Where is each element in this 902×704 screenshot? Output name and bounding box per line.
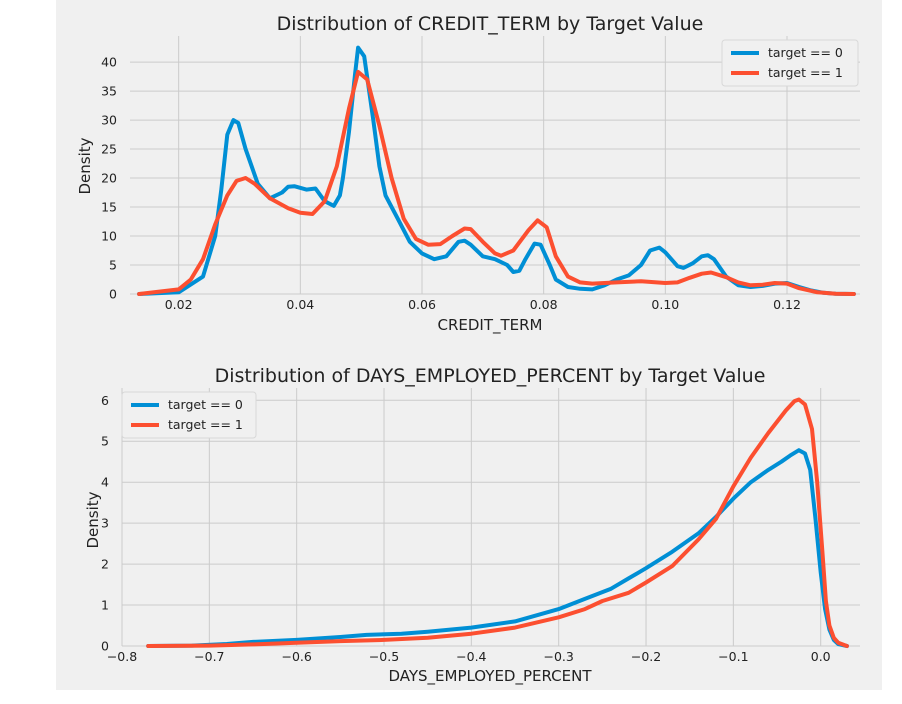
y-tick-label: 10 <box>101 229 117 244</box>
x-tick-label: 0.04 <box>286 297 314 312</box>
chart-credit-term: 0.02 0.04 0.06 0.08 0.10 0.12 0 5 10 15 20 25 30 35 4… <box>76 13 860 335</box>
x-tick-label: −0.1 <box>718 649 748 664</box>
legend-label-target-1: target == 1 <box>768 65 843 80</box>
y-tick-labels: 0 1 2 3 4 5 6 <box>101 393 109 654</box>
x-tick-label: 0.08 <box>530 297 558 312</box>
series-line-target-0 <box>137 45 856 296</box>
x-tick-label: −0.6 <box>281 649 311 664</box>
y-tick-label: 25 <box>101 142 117 157</box>
y-tick-label: 5 <box>109 258 117 273</box>
series-lines <box>146 397 849 648</box>
x-tick-labels: 0.02 0.04 0.06 0.08 0.10 0.12 <box>165 297 801 312</box>
y-tick-label: 35 <box>101 84 117 99</box>
figure-background <box>56 0 882 690</box>
series-line-target-0 <box>146 448 849 648</box>
legend: target == 0 target == 1 <box>121 391 257 439</box>
x-tick-label: 0.02 <box>165 297 193 312</box>
y-axis-label: Density <box>84 491 102 548</box>
x-tick-labels: −0.8 −0.7 −0.6 −0.5 −0.4 −0.3 −0.2 −0.1 0.0 <box>107 649 831 664</box>
chart-title: Distribution of CREDIT_TERM by Target Va… <box>277 13 704 35</box>
y-tick-label: 40 <box>101 55 117 70</box>
y-tick-labels: 0 5 10 15 20 25 30 35 40 <box>101 55 117 302</box>
x-tick-label: −0.5 <box>369 649 399 664</box>
x-tick-label: −0.2 <box>631 649 661 664</box>
x-tick-label: 0.12 <box>773 297 801 312</box>
x-tick-label: 0.10 <box>651 297 679 312</box>
legend-label-target-1: target == 1 <box>168 417 243 432</box>
x-axis-label: DAYS_EMPLOYED_PERCENT <box>388 667 592 686</box>
chart-days-employed-percent: −0.8 −0.7 −0.6 −0.5 −0.4 −0.3 −0.2 −0.1 0.0 0 1 2 3… <box>84 365 860 686</box>
gridlines <box>130 36 860 295</box>
legend: target == 0 target == 1 <box>721 39 859 87</box>
series-line-target-1 <box>137 69 856 296</box>
y-tick-label: 20 <box>101 171 117 186</box>
chart-title: Distribution of DAYS_EMPLOYED_PERCENT by… <box>215 365 766 387</box>
x-tick-label: −0.8 <box>107 649 137 664</box>
y-tick-label: 0 <box>109 287 117 302</box>
y-tick-label: 4 <box>101 475 109 490</box>
y-tick-label: 30 <box>101 113 117 128</box>
series-line-target-1 <box>146 397 849 648</box>
x-axis-label: CREDIT_TERM <box>437 316 542 335</box>
legend-label-target-0: target == 0 <box>768 45 843 60</box>
y-tick-label: 3 <box>101 516 109 531</box>
y-tick-label: 15 <box>101 200 117 215</box>
y-tick-label: 5 <box>101 434 109 449</box>
legend-label-target-0: target == 0 <box>168 397 243 412</box>
x-tick-label: −0.4 <box>456 649 486 664</box>
y-tick-label: 2 <box>101 557 109 572</box>
y-tick-label: 1 <box>101 598 109 613</box>
series-lines <box>137 45 856 296</box>
y-axis-label: Density <box>76 137 94 194</box>
y-tick-label: 6 <box>101 393 109 408</box>
x-tick-label: 0.06 <box>408 297 436 312</box>
x-tick-label: 0.0 <box>811 649 831 664</box>
x-tick-label: −0.7 <box>194 649 224 664</box>
x-tick-label: −0.3 <box>544 649 574 664</box>
y-tick-label: 0 <box>101 639 109 654</box>
